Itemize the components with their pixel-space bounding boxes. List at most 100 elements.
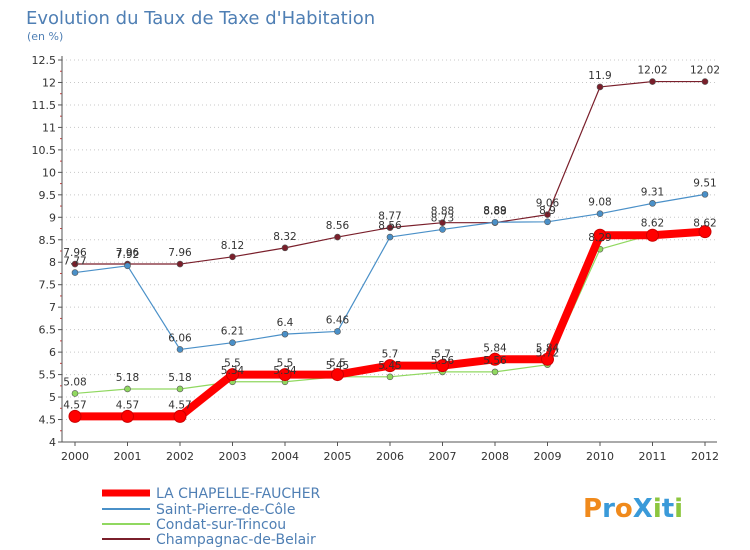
data-labels: 4.57 4.57 4.575.5 5.5 5.55.7 5.75.84 5.847.777… [63, 65, 720, 412]
data-point [71, 260, 79, 268]
y-tick-label: 5.5 [39, 369, 57, 382]
data-point [544, 218, 551, 226]
data-label: 5.45 [326, 360, 349, 372]
data-point [229, 253, 236, 261]
y-tick-label: 6 [49, 346, 56, 359]
data-label: 9.06 [536, 198, 560, 210]
data-point [226, 368, 239, 382]
data-point [439, 226, 446, 233]
data-point [701, 78, 709, 85]
y-tick-label: 7 [49, 301, 56, 314]
x-tick-label: 2002 [166, 450, 194, 463]
data-label: 8.12 [221, 240, 244, 252]
data-label: 4.57 [63, 399, 86, 411]
series-group [68, 78, 712, 423]
data-point [68, 409, 82, 423]
legend: LA CHAPELLE-FAUCHER Saint-Pierre-de-Côle… [102, 486, 321, 548]
data-point [596, 210, 604, 217]
data-label: 8.88 [431, 206, 454, 218]
data-label: 5.84 [483, 342, 507, 354]
data-label: 5.7 [434, 349, 451, 361]
data-label: 7.96 [63, 247, 87, 259]
data-label: 6.21 [221, 326, 244, 338]
data-label: 12.02 [690, 65, 720, 77]
y-tick-label: 5 [49, 391, 56, 404]
data-label: 5.34 [221, 365, 245, 377]
x-tick-label: 2003 [219, 450, 247, 463]
grid [62, 59, 717, 443]
data-point [71, 390, 79, 397]
y-tick-label: 11.5 [32, 99, 57, 112]
data-point [334, 328, 341, 335]
proxiti-logo: ProXiti [583, 494, 683, 524]
data-label: 7.96 [168, 247, 192, 259]
data-point [491, 218, 499, 226]
legend-label-saint-pierre-de-cole: Saint-Pierre-de-Côle [156, 502, 295, 518]
series-1 [71, 191, 709, 353]
data-label: 5.72 [536, 348, 559, 360]
legend-label-champagnac-de-belair: Champagnac-de-Belair [156, 532, 316, 548]
y-tick-label: 12 [42, 76, 56, 89]
data-label: 7.96 [116, 247, 140, 259]
data-point [593, 228, 607, 242]
data-point [386, 233, 394, 241]
legend-label-la-chapelle-faucher: LA CHAPELLE-FAUCHER [156, 486, 321, 502]
data-point [646, 228, 659, 242]
x-tick-label: 2000 [61, 450, 89, 463]
data-label: 6.06 [168, 332, 192, 344]
data-label: 8.77 [378, 211, 401, 223]
data-point [383, 359, 397, 373]
y-tick-label: 10.5 [32, 144, 57, 157]
data-point [541, 352, 554, 366]
data-point [488, 352, 502, 366]
data-label: 5.08 [63, 376, 86, 388]
data-label: 9.51 [693, 177, 716, 189]
data-label: 5.34 [273, 365, 297, 377]
x-tick-label: 2005 [324, 450, 352, 463]
data-label: 5.18 [116, 372, 139, 384]
x-tick-label: 2012 [691, 450, 719, 463]
data-label: 8.29 [588, 232, 611, 244]
data-label: 5.5 [329, 358, 346, 370]
data-point [701, 191, 709, 198]
data-label: 9.31 [641, 186, 664, 198]
data-point [436, 359, 449, 373]
data-point [331, 368, 344, 382]
data-label: 5.56 [431, 355, 455, 367]
data-point [176, 385, 184, 393]
y-tick-label: 9 [49, 211, 56, 224]
data-label: 5.18 [168, 372, 191, 384]
data-label: 4.57 [168, 399, 191, 411]
y-tick-label: 8 [49, 256, 56, 269]
data-label: 5.45 [378, 360, 401, 372]
x-tick-label: 2007 [429, 450, 457, 463]
data-label: 8.62 [641, 217, 664, 229]
data-label: 5.84 [536, 342, 560, 354]
x-tick-label: 2004 [271, 450, 299, 463]
y-tick-label: 8.5 [39, 234, 57, 247]
x-tick-label: 2001 [114, 450, 142, 463]
data-label: 7.77 [63, 256, 86, 268]
data-point [334, 233, 341, 241]
data-label: 5.7 [382, 349, 399, 361]
y-tick-label: 10 [42, 166, 56, 179]
y-tick-label: 6.5 [39, 324, 57, 337]
y-tick-label: 7.5 [39, 279, 57, 292]
data-point [386, 373, 394, 381]
data-label: 8.62 [693, 217, 716, 229]
data-label: 8.9 [539, 205, 556, 217]
data-point [544, 211, 551, 218]
data-label: 12.02 [637, 65, 667, 77]
data-point [176, 346, 184, 353]
data-label: 5.5 [224, 358, 241, 370]
data-label: 8.89 [483, 205, 506, 217]
data-point [649, 200, 656, 207]
y-tick-label: 4.5 [39, 414, 57, 427]
axes: 44.555.566.577.588.599.51010.51111.51212… [32, 54, 720, 463]
data-point [176, 260, 184, 268]
data-point [439, 219, 446, 226]
y-tick-label: 9.5 [39, 189, 57, 202]
data-point [229, 339, 236, 346]
data-point [124, 262, 131, 270]
